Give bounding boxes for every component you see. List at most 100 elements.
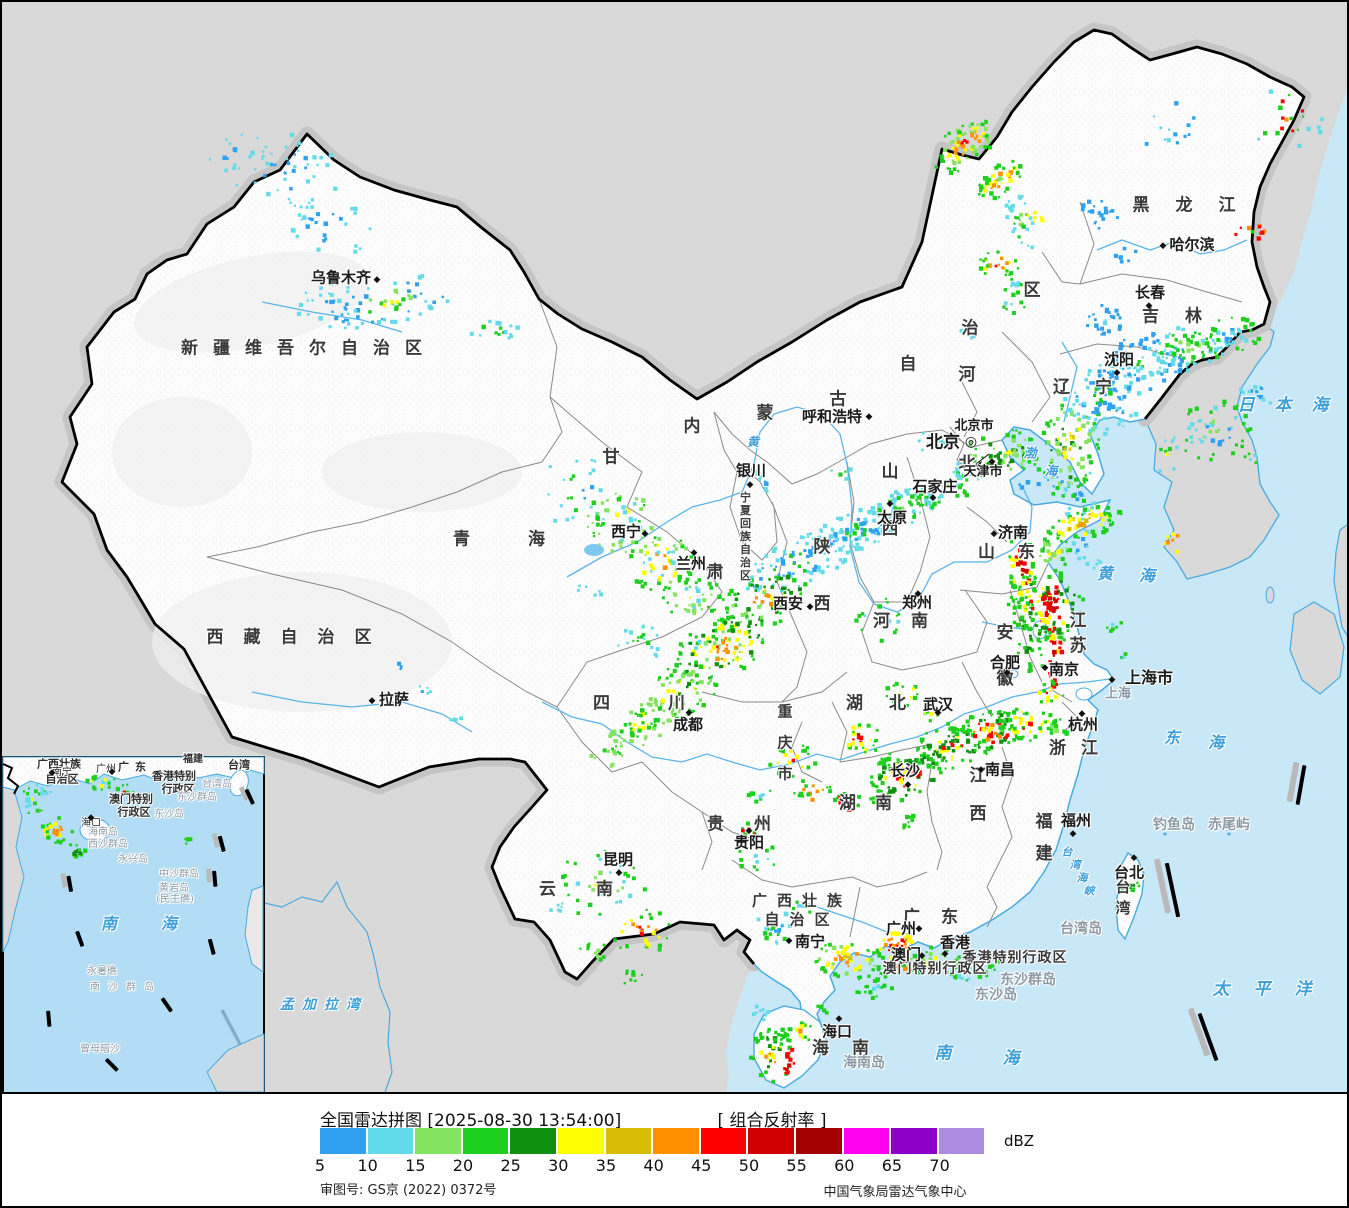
colorbar-cell-45 [700,1128,747,1154]
radar-echo-cluster [749,1027,792,1084]
radar-echo-cluster [418,685,432,695]
radar-echo-cluster [611,697,674,747]
radar-echo-cluster [846,723,879,754]
province-boundaries [206,201,1243,938]
radar-echo-cluster [1002,292,1026,315]
radar-echo-cluster [959,329,976,340]
radar-echo-cluster [1013,612,1052,673]
colorbar-cell-5 [320,1128,366,1154]
radar-echo-cluster [754,469,769,493]
radar-echo-cluster [1046,504,1123,544]
qinghai-lake [584,544,604,556]
colorbar-tick-15: 15 [405,1156,426,1175]
radar-echo-cluster [1184,399,1253,462]
radar-echo-cluster [788,899,812,914]
china-coastline [753,416,1146,1031]
colorbar-cell-10 [367,1128,414,1154]
colorbar-cell-70 [938,1128,985,1154]
radar-echo-cluster [949,966,989,982]
radar-echo-cluster [613,908,671,952]
china-landmass [62,30,1304,1030]
radar-echo-cluster [998,707,1054,742]
colorbar-tick-25: 25 [500,1156,521,1175]
south-china-sea-inset [2,756,265,1094]
radar-echo-cluster [397,661,403,670]
radar-echo-cluster [1158,436,1179,473]
radar-echo-cluster [669,613,765,686]
radar-echo-cluster [969,429,1039,477]
map-review-number: 审图号: GS京 (2022) 0372号 [320,1183,497,1198]
radar-echo-cluster [69,843,88,859]
radar-echo-cluster [22,787,43,814]
colorbar-cell-50 [748,1128,794,1154]
dbz-colorbar [320,1128,985,1154]
colorbar-tick-35: 35 [595,1156,617,1175]
radar-echo-cluster [854,597,901,643]
colorbar-tick-20: 20 [452,1156,474,1175]
radar-echo-cluster [917,432,946,452]
radar-echo-cluster [1119,652,1128,660]
rivers [251,239,1248,935]
colorbar-tick-60: 60 [834,1156,855,1175]
radar-echo-cluster [449,716,463,722]
colorbar-cell-55 [795,1128,842,1154]
terrain-shading [112,251,522,712]
radar-echo-cluster [1163,532,1180,554]
radar-echo-cluster [549,902,564,913]
radar-echo-cluster [756,911,801,945]
colorbar-cell-25 [510,1128,556,1154]
radar-echo-cluster [579,942,606,962]
radar-echo-cluster [752,1004,771,1022]
radar-echo-cluster [899,945,969,976]
radar-echo-cluster [1004,194,1035,249]
colorbar-tick-5: 5 [314,1156,326,1175]
taiwan-island [1115,851,1145,941]
product-label: [ 组合反射率 ] [717,1111,827,1131]
radar-echo-cluster [923,709,939,723]
radar-echo-cluster [1148,326,1225,373]
radar-echo-cluster [589,731,633,768]
radar-echo-cluster [1039,537,1073,577]
radar-echo-cluster [878,931,915,962]
radar-echo-cluster [783,1047,796,1075]
radar-echo-cluster [855,972,894,1000]
japan-honshu-edge [1333,524,1347,637]
radar-echo-cluster [1144,101,1196,146]
radar-echo-cluster [297,283,358,321]
radar-echo-cluster [1063,364,1142,436]
colorbar-cell-40 [653,1128,699,1154]
radar-echo-cluster [816,1004,829,1015]
agency-credit: 中国气象局雷达气象中心 [823,1185,967,1200]
radar-echo-cluster [833,792,861,812]
radar-echo-cluster [768,744,818,778]
radar-echo-cluster [1092,558,1103,570]
colorbar-tick-10: 10 [357,1156,378,1175]
radar-echo-cluster [910,473,969,509]
radar-echo-cluster [1097,332,1184,393]
radar-echo-cluster [1018,471,1064,490]
radar-echo-cluster [208,133,265,173]
colorbar-tick-45: 45 [691,1156,712,1175]
radar-echo-cluster [586,492,654,553]
radar-echo-cluster [184,837,193,845]
radar-echo-cluster [863,486,941,530]
colorbar-tick-70: 70 [929,1156,950,1175]
radar-echo-cluster [469,319,520,340]
radar-echo-cluster [746,789,772,804]
radar-echo-cluster [1106,621,1123,633]
radar-echo-cluster [328,274,450,330]
radar-echo-cluster [1243,452,1258,465]
radar-echo-cluster [1257,89,1324,148]
ocean [726,88,1347,1093]
radar-echo-cluster [1047,626,1065,689]
radar-echo-cluster [1205,316,1261,360]
colorbar-tick-65: 65 [881,1156,903,1175]
tsushima-island [1265,586,1275,604]
colorbar-tick-55: 55 [786,1156,807,1175]
national-border [60,28,1306,981]
radar-echo-cluster [1044,718,1071,736]
radar-echo-cluster [988,960,1000,971]
radar-echo-cluster [738,840,776,872]
map-title: 全国雷达拼图 [2025-08-30 13:54:00] [320,1111,622,1131]
